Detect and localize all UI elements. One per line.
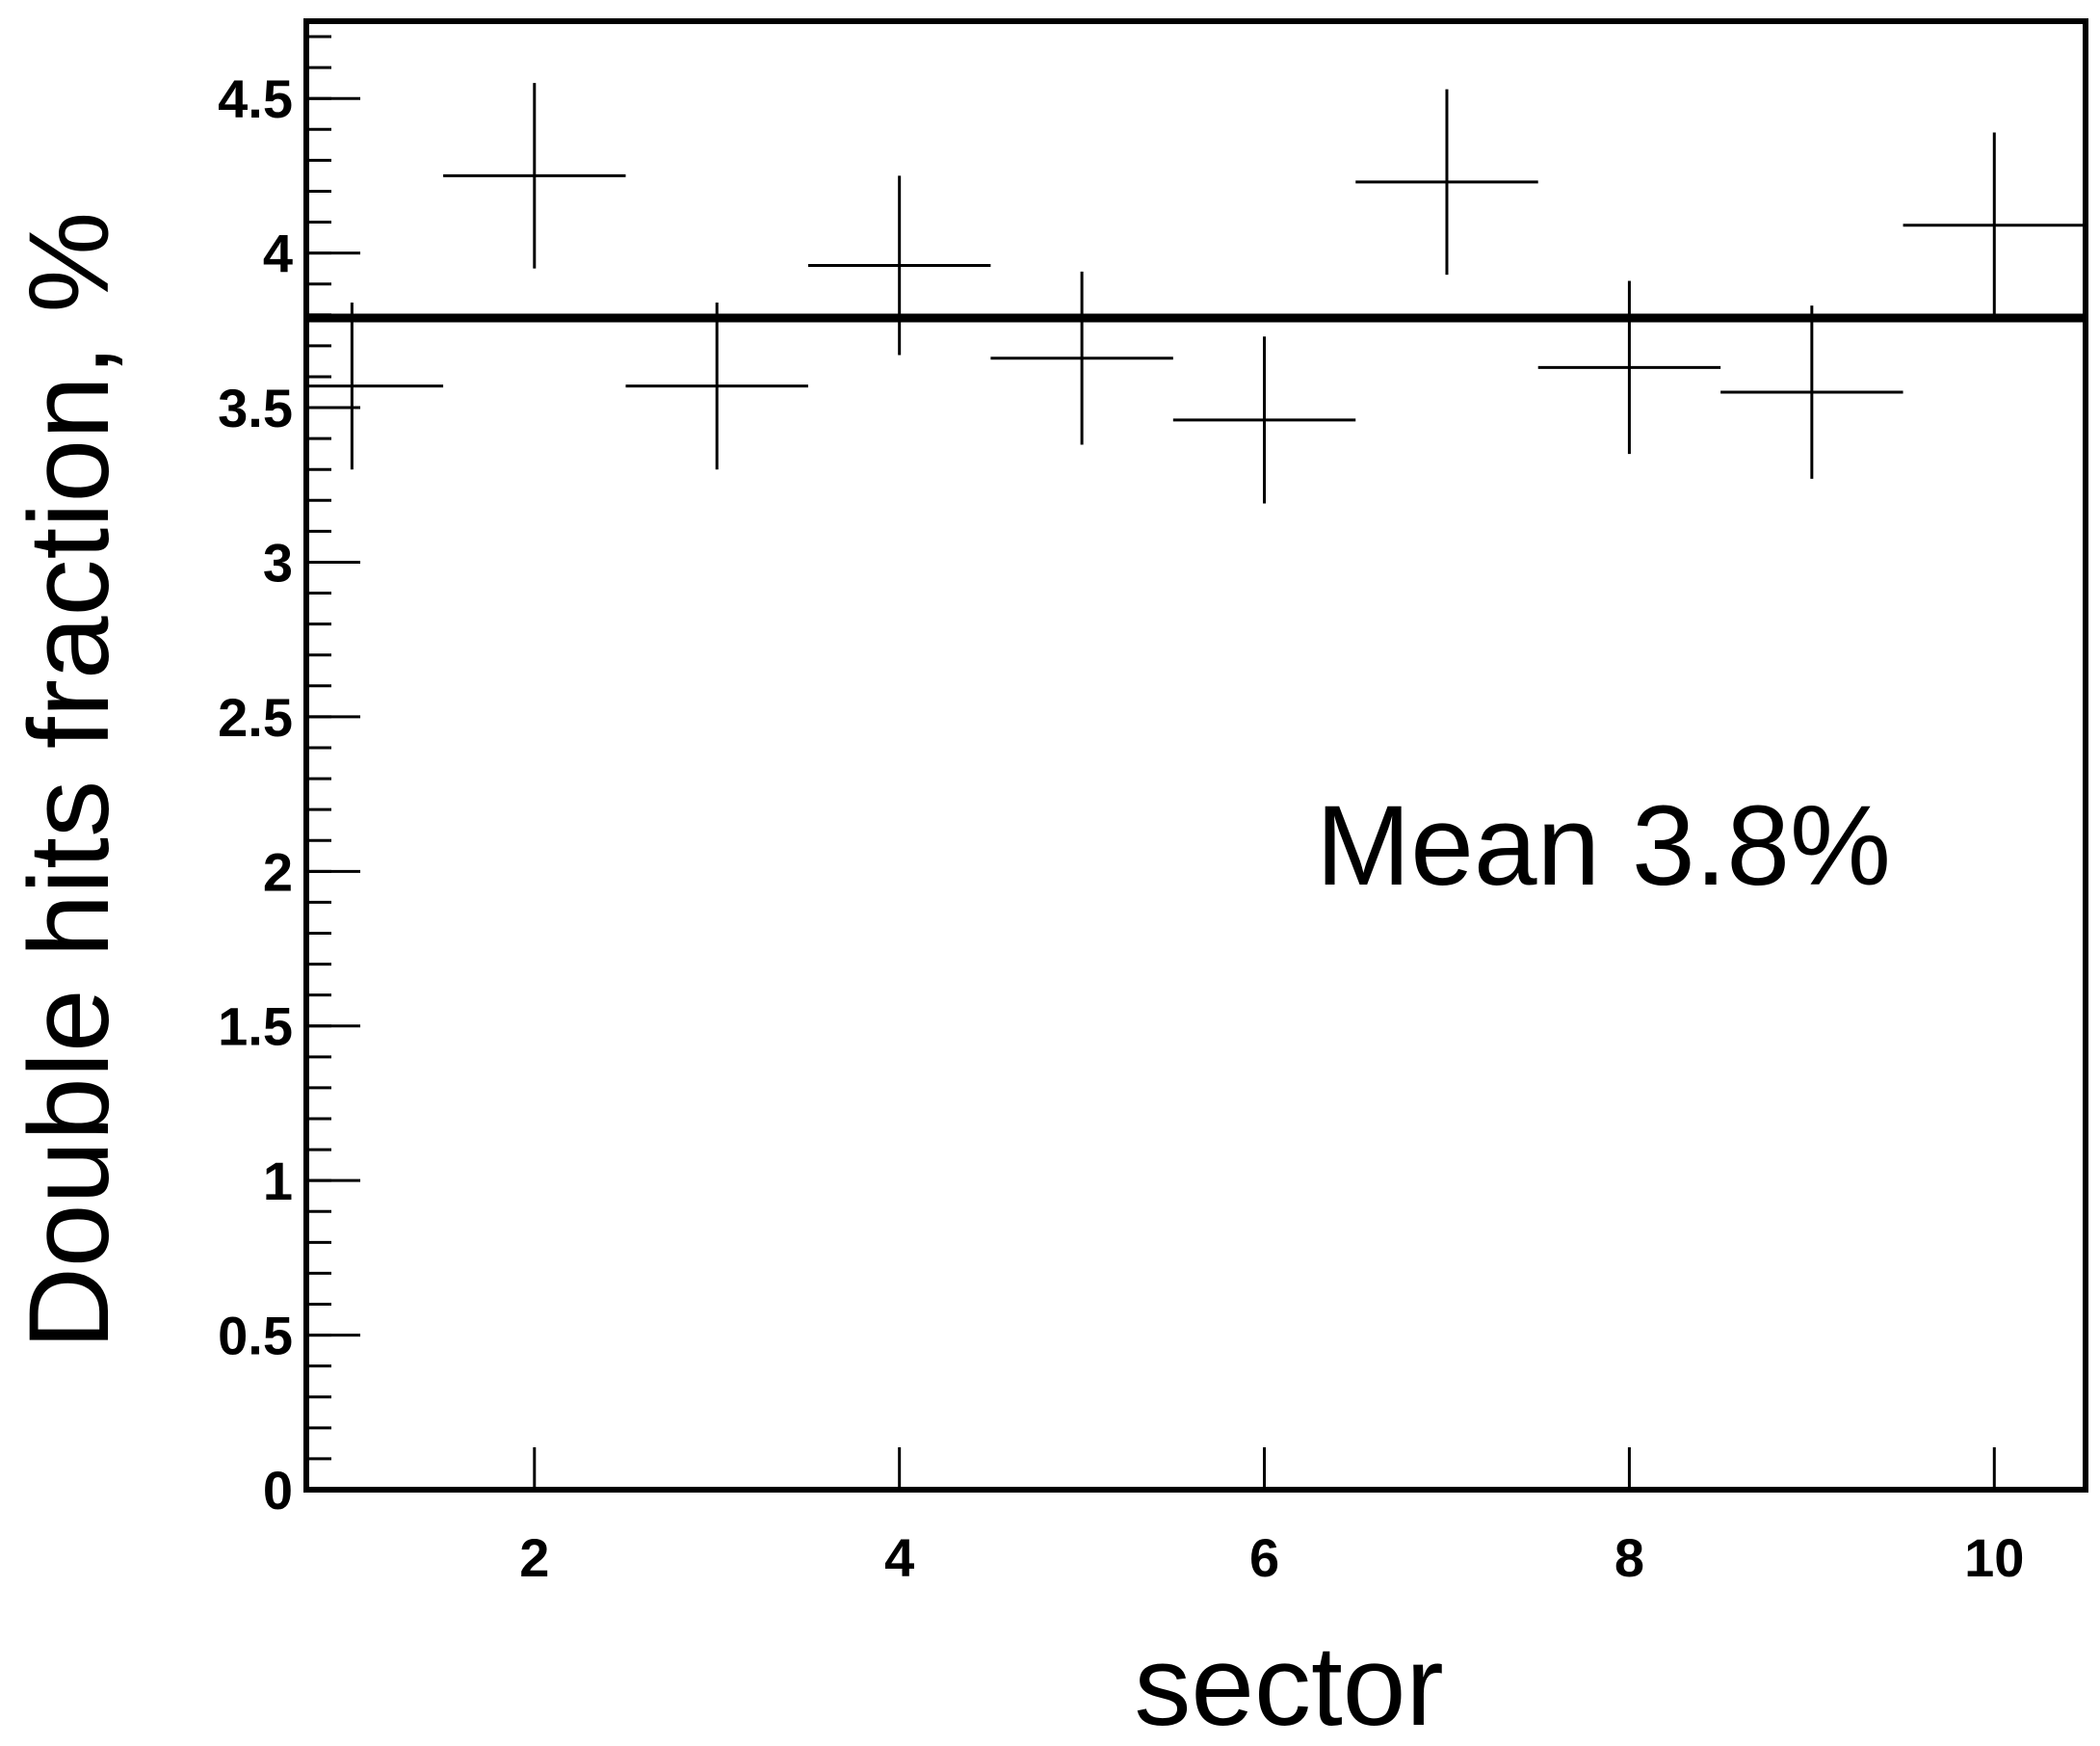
data-point [1355,89,1538,276]
data-point [1903,132,2086,319]
major-ticks [306,96,1996,1492]
y-tick-label: 0.5 [218,1306,293,1366]
minor-ticks [306,35,331,1492]
plot-frame [303,18,2088,1493]
x-tick-label: 10 [1964,1527,2024,1588]
x-tick-label: 6 [1249,1527,1279,1588]
y-tick-label: 2.5 [218,687,293,748]
mean-annotation: Mean 3.8% [1316,782,1891,910]
x-tick-label: 4 [884,1527,914,1588]
data-point [443,83,626,269]
y-tick-label: 3.5 [218,378,293,438]
data-point [1172,336,1356,504]
x-axis-title: sector [1134,1623,1443,1746]
y-tick-label: 1.5 [218,996,293,1057]
x-tick-label: 2 [519,1527,549,1588]
data-point [990,271,1173,445]
data-point [807,175,991,356]
y-tick-label: 4.5 [218,68,293,129]
y-tick-label: 1 [263,1151,293,1211]
y-axis-title: Double hits fraction, % [6,212,133,1350]
y-tick-label: 4 [263,224,293,284]
y-tick-label: 3 [263,532,293,593]
tick-labels: 0 0.5 1 1.5 2 2.5 3 3.5 4 4.5 2 4 6 8 10 [218,68,2024,1588]
data-point [306,302,444,470]
x-tick-label: 8 [1614,1527,1644,1588]
data-point [1720,305,1903,479]
y-tick-label: 0 [263,1460,293,1521]
data-point [1537,280,1721,455]
y-tick-label: 2 [263,841,293,902]
data-point [625,302,808,470]
points-group [306,83,2086,504]
